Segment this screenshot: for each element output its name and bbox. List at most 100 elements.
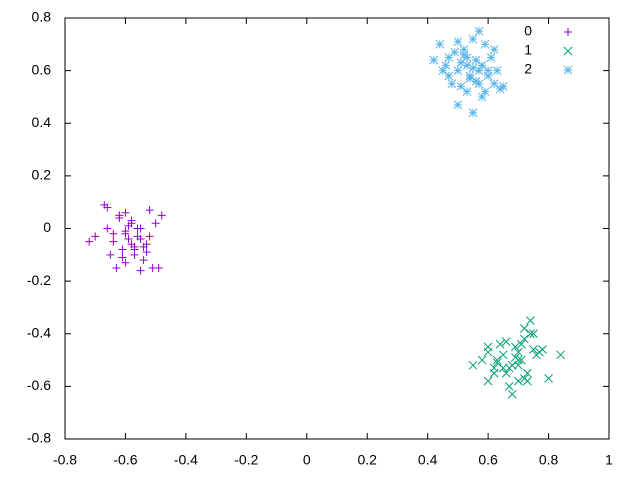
point bbox=[501, 368, 511, 378]
point bbox=[468, 34, 478, 44]
point bbox=[459, 45, 469, 54]
point bbox=[453, 66, 463, 75]
point bbox=[465, 71, 475, 81]
point bbox=[517, 355, 526, 365]
point bbox=[444, 71, 454, 81]
x-tick-label: -0.2 bbox=[234, 452, 258, 468]
point bbox=[444, 53, 454, 62]
point bbox=[492, 355, 502, 365]
y-tick-label: 0.2 bbox=[32, 167, 52, 183]
x-tick-label: -0.8 bbox=[53, 452, 77, 468]
point bbox=[462, 61, 472, 70]
y-tick-label: 0 bbox=[43, 219, 51, 235]
point bbox=[130, 245, 139, 254]
point bbox=[529, 345, 538, 354]
x-tick-label: 0.6 bbox=[478, 452, 498, 468]
point bbox=[103, 224, 112, 233]
point bbox=[556, 350, 565, 360]
point bbox=[429, 55, 439, 65]
point bbox=[139, 242, 148, 251]
point bbox=[474, 66, 484, 75]
point bbox=[507, 389, 517, 399]
point bbox=[520, 334, 529, 344]
point bbox=[112, 263, 121, 272]
point bbox=[136, 235, 145, 244]
point bbox=[483, 71, 493, 81]
point bbox=[124, 235, 133, 244]
point bbox=[468, 108, 478, 118]
point bbox=[498, 363, 508, 373]
point bbox=[453, 37, 463, 47]
point bbox=[118, 245, 127, 254]
legend-label: 1 bbox=[524, 42, 532, 58]
point bbox=[154, 263, 163, 272]
point bbox=[504, 382, 514, 391]
point bbox=[450, 47, 460, 57]
point bbox=[504, 363, 514, 373]
point bbox=[480, 39, 490, 49]
point bbox=[139, 256, 148, 265]
point bbox=[142, 248, 151, 257]
point bbox=[438, 66, 448, 75]
point bbox=[136, 266, 145, 275]
point bbox=[492, 358, 502, 368]
point bbox=[109, 237, 118, 246]
point bbox=[513, 360, 523, 370]
point bbox=[85, 237, 94, 246]
point bbox=[498, 82, 508, 91]
point bbox=[456, 58, 466, 68]
point bbox=[477, 61, 487, 70]
x-tick-label: 1 bbox=[605, 452, 613, 468]
point bbox=[121, 227, 130, 236]
point bbox=[127, 219, 136, 228]
y-tick-label: -0.8 bbox=[27, 430, 51, 446]
y-tick-label: -0.2 bbox=[27, 272, 51, 288]
point bbox=[483, 347, 493, 357]
point bbox=[127, 240, 136, 249]
point bbox=[483, 66, 493, 75]
point bbox=[477, 92, 487, 102]
x-tick-label: -0.4 bbox=[174, 452, 198, 468]
point bbox=[486, 53, 496, 62]
point bbox=[544, 374, 553, 383]
point bbox=[103, 203, 112, 212]
point bbox=[456, 82, 466, 91]
point bbox=[468, 360, 478, 370]
point bbox=[115, 213, 124, 222]
point bbox=[157, 211, 166, 220]
point bbox=[133, 224, 142, 233]
y-tick-label: 0.4 bbox=[32, 114, 52, 130]
legend-label: 2 bbox=[524, 61, 532, 77]
point bbox=[529, 329, 538, 339]
point bbox=[532, 350, 541, 360]
point bbox=[510, 342, 520, 352]
point bbox=[477, 355, 487, 365]
point bbox=[526, 316, 535, 325]
x-tick-label: -0.6 bbox=[113, 452, 137, 468]
point bbox=[538, 345, 547, 354]
x-tick-label: 0.8 bbox=[539, 452, 559, 468]
point bbox=[513, 347, 523, 357]
x-tick-label: 0 bbox=[303, 452, 311, 468]
y-tick-label: -0.4 bbox=[27, 324, 51, 340]
point bbox=[468, 63, 478, 73]
point bbox=[501, 337, 511, 346]
point bbox=[495, 339, 505, 349]
legend-label: 0 bbox=[524, 23, 532, 39]
point bbox=[526, 329, 535, 339]
point bbox=[523, 376, 532, 386]
point bbox=[483, 376, 493, 386]
point bbox=[106, 250, 115, 259]
point bbox=[121, 208, 130, 217]
x-tick-label: 0.4 bbox=[418, 452, 438, 468]
point bbox=[109, 229, 118, 238]
y-tick-label: -0.6 bbox=[27, 377, 51, 393]
point bbox=[498, 350, 508, 360]
point bbox=[489, 45, 499, 54]
point bbox=[145, 232, 154, 241]
point bbox=[441, 61, 451, 70]
point bbox=[118, 253, 127, 262]
point bbox=[435, 39, 445, 49]
point bbox=[462, 53, 472, 62]
